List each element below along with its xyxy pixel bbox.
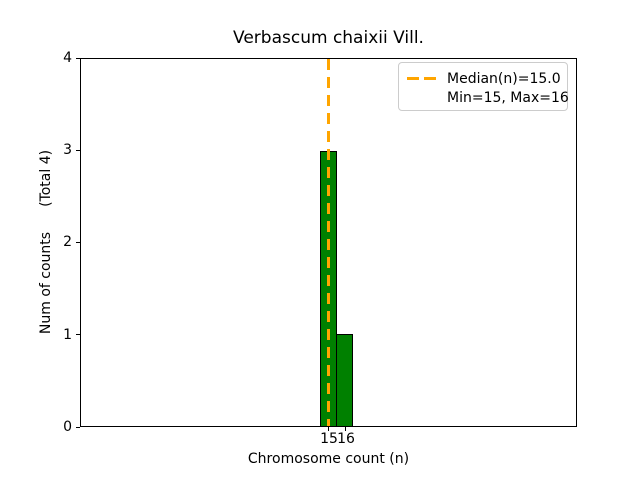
x-tick-mark-15	[328, 427, 329, 431]
x-axis-label: Chromosome count (n)	[247, 451, 410, 467]
y-tick-mark	[76, 58, 80, 59]
legend-handle-spacer	[407, 96, 437, 99]
y-tick-label-4: 4	[63, 50, 72, 66]
dashed-line-icon	[407, 77, 437, 80]
x-tick-mark-16	[345, 427, 346, 431]
y-tick-mark	[76, 334, 80, 335]
y-tick-label-2: 2	[63, 234, 72, 250]
legend-minmax-label: Min=15, Max=16	[447, 89, 569, 106]
y-tick-mark	[76, 427, 80, 428]
y-tick-mark	[76, 242, 80, 243]
y-axis-label: Num of counts (Total 4)	[38, 150, 54, 334]
y-axis-label-total: (Total 4)	[38, 149, 54, 207]
y-tick-label-0: 0	[63, 419, 72, 435]
histogram-bar-16	[336, 334, 353, 426]
x-tick-label-15: 15	[320, 431, 338, 447]
chart-title: Verbascum chaixii Vill.	[233, 28, 424, 48]
legend-box: Median(n)=15.0 Min=15, Max=16	[398, 62, 569, 111]
y-axis-label-main: Num of counts	[38, 231, 54, 335]
y-tick-label-3: 3	[63, 142, 72, 158]
median-dashed-line	[327, 59, 330, 426]
legend-row-median: Median(n)=15.0	[407, 69, 561, 88]
plot-area	[80, 58, 577, 427]
legend-median-label: Median(n)=15.0	[447, 70, 561, 87]
x-tick-label-16: 16	[337, 431, 355, 447]
y-tick-label-1: 1	[63, 327, 72, 343]
y-tick-mark	[76, 150, 80, 151]
legend-row-minmax: Min=15, Max=16	[407, 88, 569, 107]
